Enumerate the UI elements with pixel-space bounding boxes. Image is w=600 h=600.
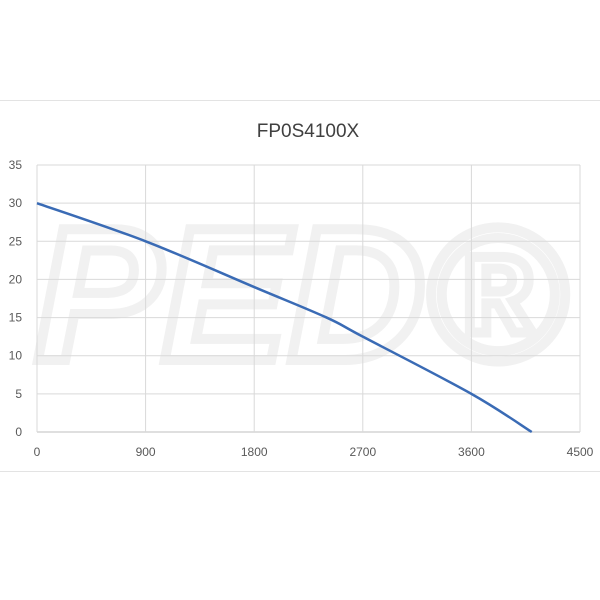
x-tick-label: 0	[34, 445, 41, 459]
bottom-divider	[0, 471, 600, 472]
y-tick-label: 30	[9, 196, 23, 210]
series-line	[36, 201, 533, 434]
y-tick-label: 10	[9, 349, 23, 363]
watermark-logo: PED®	[35, 189, 566, 401]
y-tick-label: 0	[15, 425, 22, 439]
x-tick-label: 3600	[458, 445, 485, 459]
y-tick-label: 35	[9, 158, 23, 172]
y-tick-label: 5	[15, 387, 22, 401]
y-tick-label: 25	[9, 234, 23, 248]
x-tick-label: 1800	[241, 445, 268, 459]
chart-title: FP0S4100X	[257, 121, 360, 142]
y-tick-label: 20	[9, 272, 23, 286]
top-divider	[0, 100, 600, 101]
x-tick-label: 900	[136, 445, 156, 459]
x-tick-label: 2700	[349, 445, 376, 459]
x-tick-label: 4500	[567, 445, 594, 459]
y-tick-label: 15	[9, 311, 23, 325]
